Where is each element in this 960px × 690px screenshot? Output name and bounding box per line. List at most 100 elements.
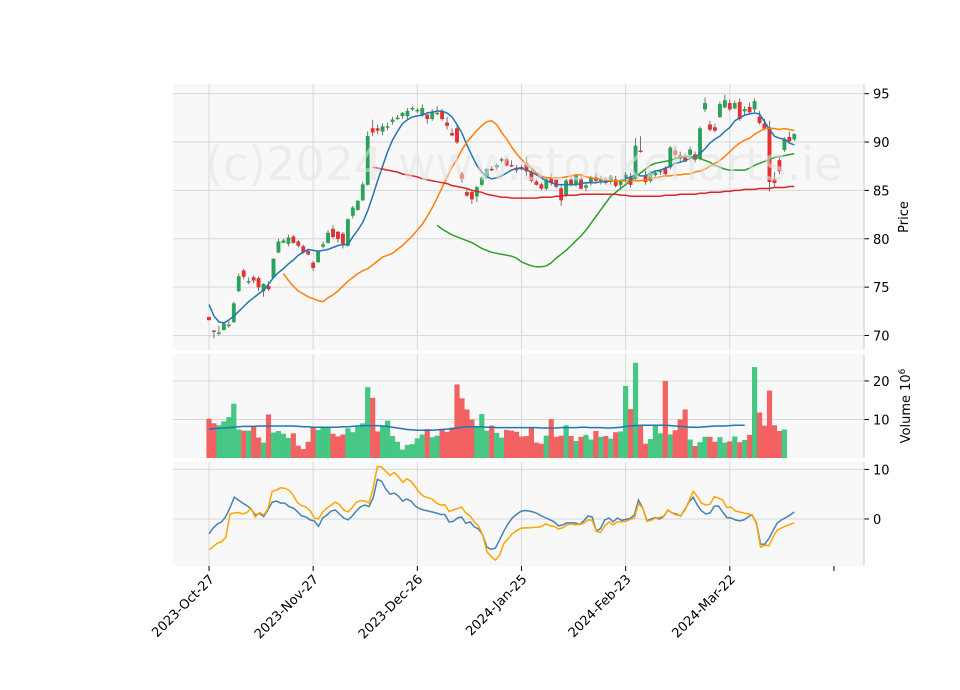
volume-bar [583,434,589,458]
volume-bar [737,442,743,458]
candle-body [212,330,216,332]
candle-body [316,251,321,263]
volume-bar [429,437,435,458]
candle-body [717,104,722,118]
volume-bar [365,387,371,458]
candle-body [246,281,251,283]
osc-panel-background [173,462,864,566]
candle-body [241,270,246,277]
candle-body [207,316,211,321]
candle-body [350,207,355,216]
candle-body [732,103,737,109]
candle-body [608,176,613,182]
candle-body [306,251,311,255]
volume-bar [682,409,688,458]
candle-body [355,200,360,210]
volume-bar [642,443,649,458]
volume-bar [687,439,693,458]
price-axis-label: Price [897,201,912,233]
price-tick-label: 70 [873,329,890,344]
candle-body [539,184,544,189]
volume-tick-label: 10 [873,413,890,428]
volume-bar [459,398,465,458]
candle-body [276,241,281,253]
candle-body [623,174,628,179]
volume-bar [499,437,505,458]
candle-body [370,128,375,133]
candle-body [390,119,395,122]
candle-body [598,179,603,181]
volume-bar [662,380,668,458]
oscillator-line [208,465,795,562]
candle-body [445,122,449,126]
volume-bar [330,433,336,458]
candle-body [633,145,638,179]
volume-bar [310,426,316,458]
volume-bar [489,425,495,458]
volume-bar [756,412,763,458]
volume-bar [345,428,351,458]
volume-bar [484,430,490,458]
volume-bar [578,436,584,458]
volume-bar [558,435,564,458]
volume-bar [712,441,718,458]
candle-body [395,117,400,120]
candle-body [618,181,623,185]
candle-body [375,128,380,131]
volume-bar [251,426,257,458]
candle-body [747,107,752,113]
candle-body [742,108,747,112]
candle-body [673,150,678,155]
candle-body [385,126,390,128]
candle-body [415,109,420,112]
volume-bar [504,429,510,458]
candle-body [291,236,296,243]
volume-bar [508,430,515,458]
volume-bar [528,427,534,458]
volume-bar [454,384,460,458]
candle-body [455,128,459,143]
volume-bar [553,436,559,458]
volume-bar [270,432,277,458]
oscillator-tick-label: 0 [873,513,881,528]
volume-bar [722,442,728,458]
volume-bar [340,434,346,458]
candle-body [460,173,464,179]
candle-body [231,303,236,323]
volume-bar [404,444,410,458]
volume-bar [652,425,658,458]
volume-bar [226,417,232,458]
candle-body [256,278,261,288]
volume-bar [518,436,525,458]
volume-bar [727,441,733,458]
volume-bar [211,423,217,458]
candle-body [777,160,782,172]
volume-bar [563,425,569,458]
oscillator-tick-label: 10 [873,463,890,478]
candle-body [221,323,226,330]
candle-body [326,232,330,243]
volume-bar [603,436,609,458]
candle-body [489,168,494,171]
candle-body [251,277,256,281]
candle-body [554,179,559,187]
volume-bar [464,409,470,458]
volume-bar [231,403,237,458]
volume-bar [360,423,366,458]
volume-bar [206,418,212,458]
candle-body [266,285,271,290]
candle-body [435,112,440,115]
moving-average-line [208,110,795,324]
candle-body [380,126,385,132]
volume-tick-label: 20 [873,375,890,390]
volume-bar [300,449,306,458]
volume-bar [593,431,599,458]
volume-bar [608,438,614,458]
candle-body [365,136,370,185]
volume-bar [260,442,267,458]
volume-bar [469,419,475,458]
candle-body [658,170,663,173]
volume-bar [419,434,425,458]
volume-bar [766,390,773,458]
